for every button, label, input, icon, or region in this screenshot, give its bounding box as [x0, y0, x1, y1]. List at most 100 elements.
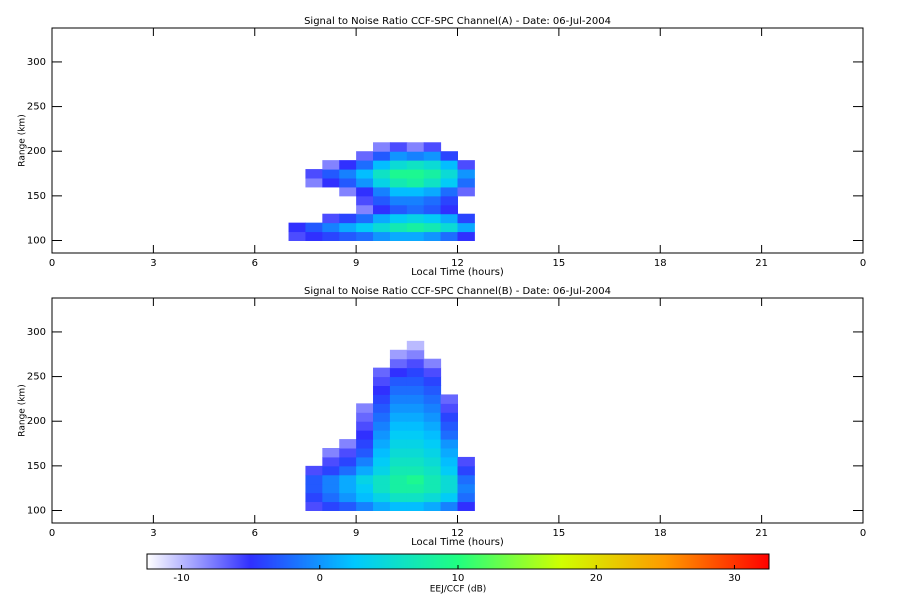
heatmap-cell: [423, 465, 442, 476]
heatmap-cell: [406, 340, 425, 351]
heatmap-cell: [423, 169, 442, 179]
y-tick-label: 300: [27, 327, 46, 338]
heatmap-cell: [440, 501, 458, 511]
heatmap-cell: [322, 448, 340, 458]
heatmap-cell: [440, 231, 458, 241]
heatmap-cell: [322, 456, 340, 467]
heatmap-cell: [406, 412, 425, 422]
heatmap-cell: [339, 483, 357, 494]
heatmap-cell: [373, 465, 391, 476]
heatmap-cell: [322, 492, 340, 503]
heatmap-cell: [339, 222, 357, 233]
heatmap-cell: [389, 376, 408, 386]
heatmap-cell: [356, 231, 374, 241]
heatmap-cell: [423, 483, 442, 494]
heatmap-cell: [389, 213, 408, 224]
heatmap-cell: [423, 151, 442, 161]
x-tick-label: 18: [654, 528, 667, 539]
heatmap-cell: [423, 367, 442, 378]
heatmap-cell: [423, 421, 442, 431]
heatmap-cell: [406, 349, 425, 360]
y-tick-label: 250: [27, 372, 46, 383]
heatmap-cell: [423, 178, 442, 188]
heatmap-cell: [440, 204, 458, 215]
heatmap-cell: [356, 204, 374, 215]
heatmap-cell: [288, 231, 306, 241]
heatmap-cell: [373, 367, 391, 378]
x-axis-label: Local Time (hours): [411, 267, 504, 278]
heatmap-cell: [423, 195, 442, 206]
heatmap-cell: [389, 412, 408, 422]
heatmap-cell: [406, 483, 425, 494]
heatmap-cell: [389, 492, 408, 503]
heatmap-cell: [373, 142, 391, 152]
heatmap-cell: [440, 474, 458, 485]
heatmap-cell: [356, 430, 374, 440]
heatmap-cell: [406, 367, 425, 378]
x-tick-label: 9: [353, 528, 359, 539]
heatmap-cell: [339, 178, 357, 188]
heatmap-cell: [322, 474, 340, 485]
heatmap-cell: [406, 222, 425, 233]
heatmap-cell: [423, 394, 442, 404]
y-axis-label: Range (km): [18, 384, 28, 436]
heatmap-cell: [406, 186, 425, 197]
heatmap-cell: [406, 231, 425, 241]
heatmap-cell: [356, 483, 374, 494]
heatmap-cell: [423, 204, 442, 215]
heatmap-cell: [322, 483, 340, 494]
heatmap-cell: [373, 492, 391, 503]
heatmap-cell: [373, 439, 391, 449]
heatmap-cell: [389, 448, 408, 458]
heatmap-cell: [389, 186, 408, 197]
heatmap-cell: [373, 213, 391, 224]
y-tick-label: 150: [27, 191, 46, 202]
heatmap-cell: [373, 501, 391, 511]
heatmap-cell: [389, 204, 408, 215]
x-axis-label: Local Time (hours): [411, 537, 504, 548]
heatmap-cell: [423, 448, 442, 458]
heatmap-cell: [373, 186, 391, 197]
heatmap-cell: [373, 430, 391, 440]
heatmap-cell: [389, 421, 408, 431]
heatmap-cell: [339, 160, 357, 170]
heatmap-cell: [423, 456, 442, 467]
heatmap-cell: [339, 501, 357, 511]
heatmap-cell: [305, 169, 323, 179]
heatmap-cell: [373, 394, 391, 404]
heatmap-cell: [389, 349, 408, 360]
heatmap-cell: [457, 178, 475, 188]
heatmap-cell: [339, 456, 357, 467]
heatmap-cell: [322, 222, 340, 233]
heatmap-cell: [356, 213, 374, 224]
heatmap-cell: [389, 358, 408, 369]
heatmap-cell: [305, 501, 323, 511]
heatmap-cell: [406, 430, 425, 440]
heatmap-cell: [305, 222, 323, 233]
heatmap-cell: [322, 160, 340, 170]
heatmap-cell: [322, 178, 340, 188]
heatmap-cell: [406, 501, 425, 511]
heatmap-cell: [373, 448, 391, 458]
heatmap-cell: [373, 231, 391, 241]
heatmap-cell: [373, 151, 391, 161]
heatmap-cell: [389, 385, 408, 395]
colorbar-tick-label: 0: [317, 573, 323, 584]
heatmap-cell: [406, 204, 425, 215]
heatmap-cell: [440, 412, 458, 422]
x-tick-label: 15: [553, 258, 566, 269]
x-tick-label: 21: [755, 528, 768, 539]
heatmap-cell: [389, 169, 408, 179]
heatmap-cell: [457, 213, 475, 224]
heatmap-cell: [440, 483, 458, 494]
heatmap-cell: [339, 213, 357, 224]
heatmap-cell: [440, 222, 458, 233]
heatmap-cell: [406, 151, 425, 161]
colorbar-tick-label: 30: [728, 573, 741, 584]
heatmap-cell: [457, 186, 475, 197]
heatmap-cell: [339, 448, 357, 458]
heatmap-cell: [389, 231, 408, 241]
heatmap-cell: [457, 474, 475, 485]
heatmap-cell: [305, 492, 323, 503]
